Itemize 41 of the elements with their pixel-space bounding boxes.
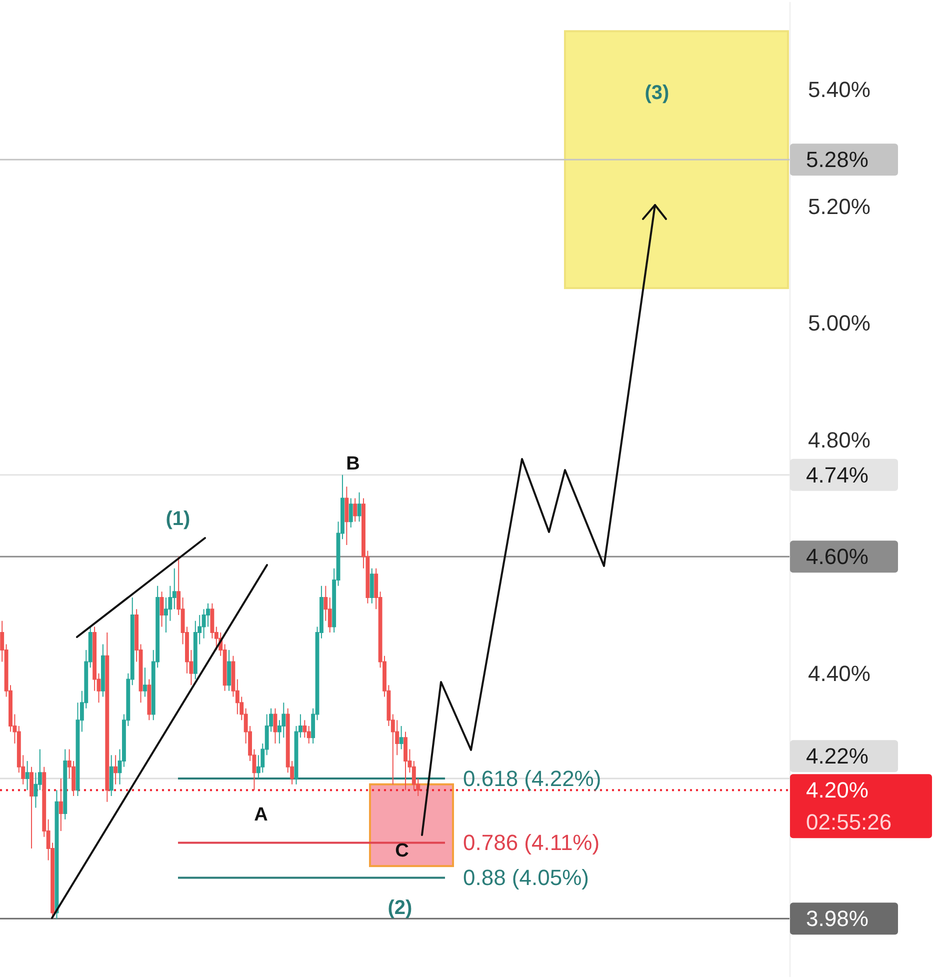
ref-line-label: 0.88 (4.05%)	[463, 865, 589, 890]
ref-line-label: 4.60%	[806, 544, 868, 570]
y-tick-label: 4.80%	[808, 427, 870, 452]
candlestick	[109, 754, 114, 797]
candlestick	[25, 760, 30, 791]
annotation: (2)	[388, 897, 412, 919]
candlestick	[344, 486, 349, 546]
candlestick	[100, 644, 105, 698]
candlestick	[30, 766, 34, 850]
candlestick	[147, 678, 152, 721]
ref-line-label: 4.20%	[806, 778, 868, 803]
candlestick	[404, 731, 408, 791]
y-tick-label: 5.20%	[808, 194, 870, 219]
y-tick-label: 5.00%	[808, 310, 870, 336]
candlestick	[160, 591, 164, 628]
ref-line-label: 0.618 (4.22%)	[463, 766, 602, 791]
candlestick	[273, 708, 278, 744]
candlestick	[63, 748, 68, 820]
annotation: C	[395, 840, 410, 862]
ref-line-label: 4.22%	[806, 744, 868, 769]
y-tick-label: 4.40%	[808, 660, 870, 686]
ref-line-label: 4.74%	[806, 462, 868, 488]
candlestick	[143, 667, 147, 698]
candlestick	[227, 650, 231, 692]
candlestick	[353, 498, 358, 522]
candlestick	[370, 568, 374, 604]
annotation: B	[346, 454, 360, 474]
y-tick-label: 5.40%	[808, 77, 870, 102]
candlestick	[58, 778, 63, 832]
annotation: (1)	[166, 508, 190, 530]
candlestick	[114, 754, 118, 785]
text: 02:55:26	[806, 810, 892, 835]
ref-line-label: 3.98%	[806, 906, 868, 932]
ref-line-label: 5.28%	[806, 147, 868, 172]
candlestick	[399, 725, 404, 750]
annotation: A	[254, 804, 268, 826]
ref-line-label: 0.786 (4.11%)	[463, 830, 600, 856]
band-label: (3)	[644, 82, 670, 104]
candlestick	[357, 492, 362, 522]
candlestick	[105, 632, 110, 802]
candlestick	[348, 498, 353, 528]
